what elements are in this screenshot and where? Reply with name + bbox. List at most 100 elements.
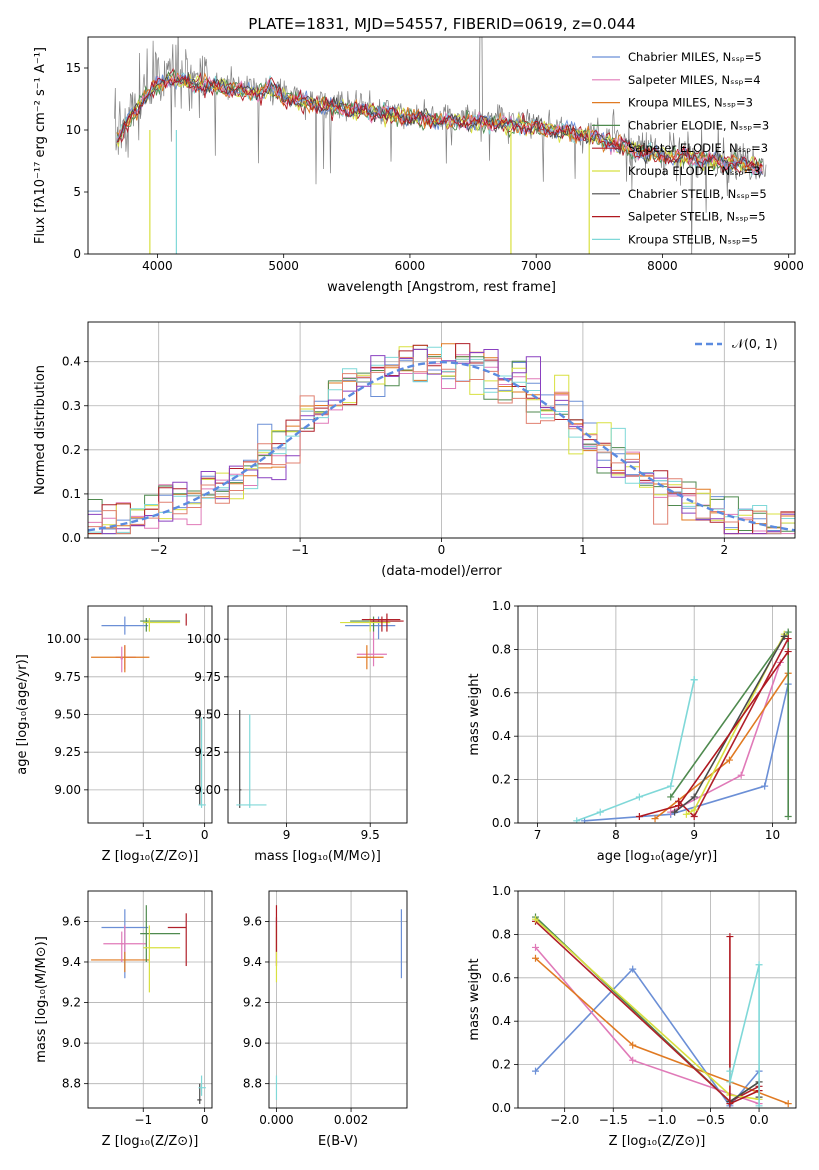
axes-frame (517, 605, 797, 824)
emission-line (478, 37, 483, 118)
series-marker (690, 812, 698, 820)
series-marker (635, 812, 643, 820)
x-axis-label: wavelength [Angstrom, rest frame] (327, 280, 556, 295)
x-tick-label: 0 (438, 543, 446, 557)
series-marker (784, 628, 792, 636)
series-marker (726, 933, 734, 941)
series-marker (675, 802, 683, 810)
series-marker (651, 815, 659, 823)
model-line-7 (116, 74, 763, 176)
series-line-0 (534, 967, 760, 1108)
x-axis-label: (data-model)/error (381, 564, 502, 579)
series-marker (784, 635, 792, 643)
y-tick-label: 9.0 (243, 1036, 262, 1050)
y-axis-label: Flux [fλ10⁻¹⁷ erg cm⁻² s⁻¹ A⁻¹] (33, 47, 48, 244)
x-tick-label: 10 (765, 828, 780, 842)
legend-entry: Salpeter STELIB, Nₛₛₚ=5 (628, 210, 766, 224)
series-marker (667, 782, 675, 790)
series-marker (531, 943, 539, 951)
y-tick-label: 0.1 (62, 487, 81, 501)
y-tick-label: 0 (73, 247, 81, 261)
y-tick-label: 9.00 (194, 783, 221, 797)
axes-frame (268, 890, 408, 1109)
plot-area (573, 628, 792, 823)
y-tick-label: 9.2 (62, 996, 81, 1010)
series-marker (531, 954, 539, 962)
y-axis-label: mass weight (467, 958, 482, 1040)
y-tick-label: 9.2 (243, 996, 262, 1010)
y-tick-label: 0.4 (492, 729, 511, 743)
plot-area (236, 613, 404, 808)
y-tick-label: 10.00 (47, 632, 81, 646)
x-tick-label: −1.5 (599, 1113, 628, 1127)
series-marker (667, 793, 675, 801)
x-tick-label: 6000 (395, 259, 426, 273)
x-tick-label: 0.0 (750, 1113, 769, 1127)
y-tick-label: 9.50 (194, 708, 221, 722)
y-tick-label: 10.00 (187, 632, 221, 646)
chart-mass-vs-ebv: 0.000 0.002 8.8 9.0 9.2 9.4 9.6 E(B-V) (243, 890, 408, 1149)
x-axis-label: E(B-V) (318, 1134, 358, 1149)
chart-spectrum: 4000 5000 6000 7000 8000 9000 0 5 10 15 wavelength… (33, 36, 804, 295)
legend-entry: Chabrier MILES, Nₛₛₚ=5 (628, 50, 762, 64)
y-tick-label: 9.50 (54, 708, 81, 722)
legend-entry: 𝒩(0, 1) (732, 336, 778, 351)
y-tick-label: 10 (66, 123, 81, 137)
legend-entry: Salpeter ELODIE, Nₛₛₚ=3 (628, 141, 768, 155)
series-marker (726, 1067, 734, 1075)
y-tick-label: 1.0 (492, 884, 511, 898)
series-marker (629, 1041, 637, 1049)
x-tick-label: 9 (283, 828, 291, 842)
series-marker (690, 806, 698, 814)
axes-frame (227, 605, 408, 824)
axes-frame (87, 321, 796, 539)
y-tick-label: 9.4 (62, 955, 81, 969)
y-tick-label: 9.6 (243, 914, 262, 928)
x-axis-label: age [log₁₀(age/yr)] (597, 849, 718, 864)
histogram-8 (88, 357, 795, 535)
x-axis-label: Z [log₁₀(Z/Z⊙)] (102, 1134, 199, 1149)
plot-area (114, 37, 767, 254)
x-tick-label: −1 (134, 1113, 152, 1127)
legend-entry: Kroupa ELODIE, Nₛₛₚ=3 (628, 164, 761, 178)
series-marker (690, 793, 698, 801)
axes-frame (87, 890, 213, 1109)
series-marker (726, 1100, 734, 1108)
chart-age-vs-Z: −1 0 9.00 9.25 9.50 9.75 10.00 Z [log₁₀(Z/Z⊙)] a… (15, 605, 213, 864)
y-tick-label: 0.6 (492, 971, 511, 985)
y-tick-label: 5 (73, 185, 81, 199)
series-marker (784, 648, 792, 656)
x-tick-label: 1 (579, 543, 587, 557)
x-tick-label: 0 (201, 1113, 209, 1127)
plot-area (91, 905, 206, 1104)
x-tick-label: −1 (134, 828, 152, 842)
series-marker (784, 812, 792, 820)
x-tick-label: −2 (150, 543, 168, 557)
x-tick-label: 5000 (268, 259, 299, 273)
series-marker (784, 1100, 792, 1108)
series-marker (725, 756, 733, 764)
x-tick-label: −1.0 (647, 1113, 676, 1127)
x-tick-label: 2 (720, 543, 728, 557)
x-axis-label: Z [log₁₀(Z/Z⊙)] (609, 1134, 706, 1149)
series-marker (629, 1056, 637, 1064)
y-tick-label: 0.2 (492, 1058, 511, 1072)
x-tick-label: −0.5 (696, 1113, 725, 1127)
chart-mass-vs-Z: −1 0 8.8 9.0 9.2 9.4 9.6 Z [log₁₀(Z/Z⊙)] mass [l… (34, 890, 213, 1149)
series-line-3 (534, 916, 760, 1103)
y-tick-label: 9.4 (243, 955, 262, 969)
y-tick-label: 0.4 (492, 1014, 511, 1028)
x-tick-label: 0 (201, 828, 209, 842)
x-tick-label: 8000 (647, 259, 678, 273)
y-tick-label: 0.6 (492, 686, 511, 700)
y-tick-label: 15 (66, 61, 81, 75)
y-tick-label: 9.75 (194, 670, 221, 684)
series-marker (531, 915, 539, 923)
series-marker (573, 817, 581, 823)
legend-entry: Kroupa STELIB, Nₛₛₚ=5 (628, 232, 758, 246)
y-tick-label: 9.25 (54, 745, 81, 759)
plot-area (88, 343, 795, 535)
y-tick-label: 0.0 (62, 531, 81, 545)
series-line-8 (729, 964, 760, 1106)
